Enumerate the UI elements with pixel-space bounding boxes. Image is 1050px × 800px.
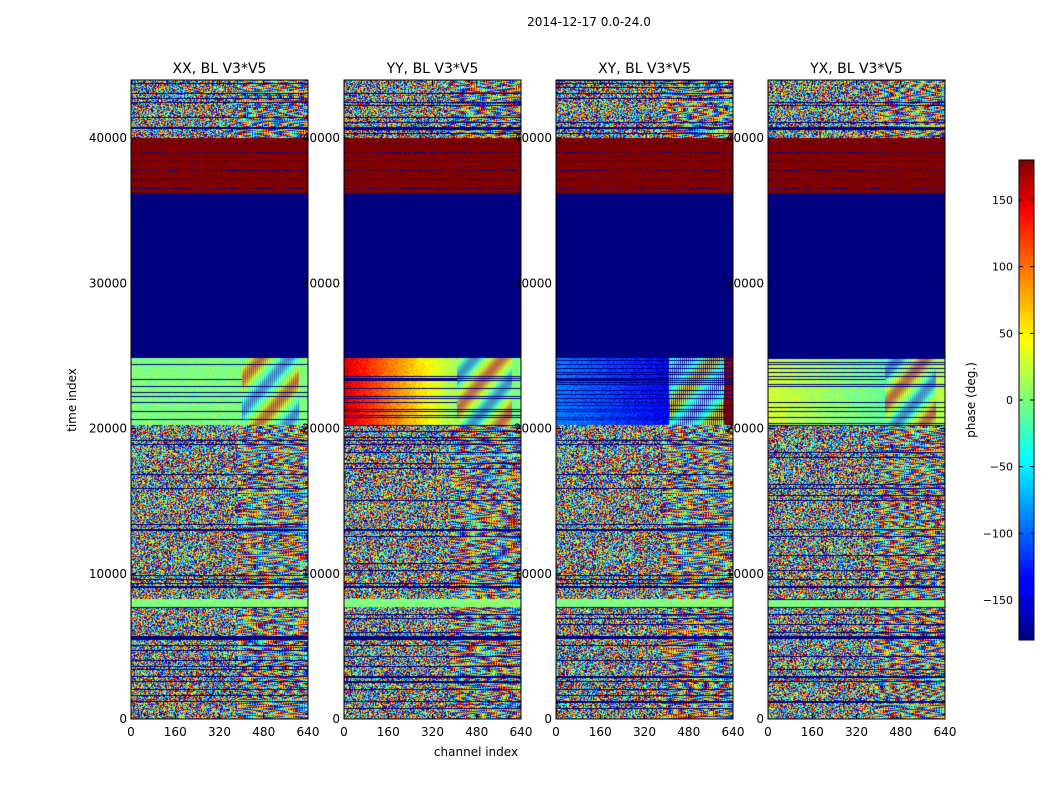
colorbar-tick-label: 50: [999, 327, 1013, 340]
colorbar-ticks: 150 100 50 0 −50 −100 −150: [983, 194, 1034, 607]
y-tick-label: 20000: [302, 422, 340, 436]
y-tick-label: 10000: [514, 567, 552, 581]
colorbar-tick-label: 0: [1006, 394, 1013, 407]
y-tick-label: 20000: [726, 422, 764, 436]
y-tick-label: 0: [544, 712, 552, 726]
y-tick-label: 20000: [89, 422, 127, 436]
x-tick-label: 320: [421, 725, 444, 739]
panel-2: YY, BL V3*V5 0 160 320 480 640 0 10000 20000 3000…: [302, 61, 533, 739]
x-tick-label: 640: [934, 725, 957, 739]
panel-title: YX, BL V3*V5: [809, 61, 903, 77]
colorbar-tick-label: −100: [983, 527, 1013, 540]
y-tick-label: 30000: [89, 276, 127, 290]
x-tick-label: 0: [127, 725, 135, 739]
y-tick-label: 30000: [514, 276, 552, 290]
y-tick-label: 0: [119, 712, 127, 726]
x-tick-label: 320: [633, 725, 656, 739]
panels: XX, BL V3*V5 0 160 320 480 640 0 10000 20000 3000…: [89, 61, 957, 739]
panel-4: YX, BL V3*V5 0 160 320 480 640 0 10000 20000 3000…: [726, 61, 957, 739]
y-axis-label: time index: [65, 368, 79, 432]
panel-3: XY, BL V3*V5 0 160 320 480 640 0 10000 20000 3000…: [514, 61, 745, 739]
colorbar: 150 100 50 0 −50 −100 −150 phase (deg.): [964, 159, 1035, 641]
panel-title: XY, BL V3*V5: [598, 61, 691, 77]
x-tick-label: 320: [845, 725, 868, 739]
panel-title: XX, BL V3*V5: [173, 61, 267, 77]
y-tick-label: 40000: [726, 131, 764, 145]
x-tick-label: 480: [465, 725, 488, 739]
y-tick-label: 40000: [89, 131, 127, 145]
x-tick-label: 160: [377, 725, 400, 739]
x-tick-label: 0: [552, 725, 560, 739]
x-tick-label: 160: [801, 725, 824, 739]
x-tick-label: 160: [164, 725, 187, 739]
heatmap-image: [131, 80, 308, 719]
heatmap-image: [556, 80, 733, 719]
x-tick-label: 480: [252, 725, 275, 739]
y-tick-label: 30000: [302, 276, 340, 290]
y-tick-label: 10000: [302, 567, 340, 581]
colorbar-tick-label: 100: [992, 261, 1013, 274]
y-tick-label: 10000: [89, 567, 127, 581]
panel-1: XX, BL V3*V5 0 160 320 480 640 0 10000 20000 3000…: [89, 61, 320, 739]
colorbar-tick-label: −150: [983, 594, 1013, 607]
y-tick-label: 0: [332, 712, 340, 726]
x-tick-label: 160: [589, 725, 612, 739]
y-tick-label: 20000: [514, 422, 552, 436]
heatmap-image: [768, 80, 945, 719]
x-axis-label: channel index: [434, 745, 518, 759]
colorbar-tick-label: −50: [990, 461, 1013, 474]
x-tick-label: 0: [340, 725, 348, 739]
x-tick-label: 0: [764, 725, 772, 739]
heatmap-image: [344, 80, 521, 719]
x-tick-label: 480: [889, 725, 912, 739]
x-tick-label: 640: [297, 725, 320, 739]
y-tick-label: 0: [756, 712, 764, 726]
colorbar-tick-label: 150: [992, 194, 1013, 207]
x-tick-label: 640: [722, 725, 745, 739]
x-tick-label: 480: [677, 725, 700, 739]
y-tick-label: 40000: [302, 131, 340, 145]
panel-title: YY, BL V3*V5: [386, 61, 479, 77]
colorbar-label: phase (deg.): [964, 362, 978, 438]
x-tick-label: 640: [510, 725, 533, 739]
y-tick-label: 10000: [726, 567, 764, 581]
y-tick-label: 30000: [726, 276, 764, 290]
figure-suptitle: 2014-12-17 0.0-24.0: [527, 15, 651, 29]
y-tick-label: 40000: [514, 131, 552, 145]
x-tick-label: 320: [208, 725, 231, 739]
